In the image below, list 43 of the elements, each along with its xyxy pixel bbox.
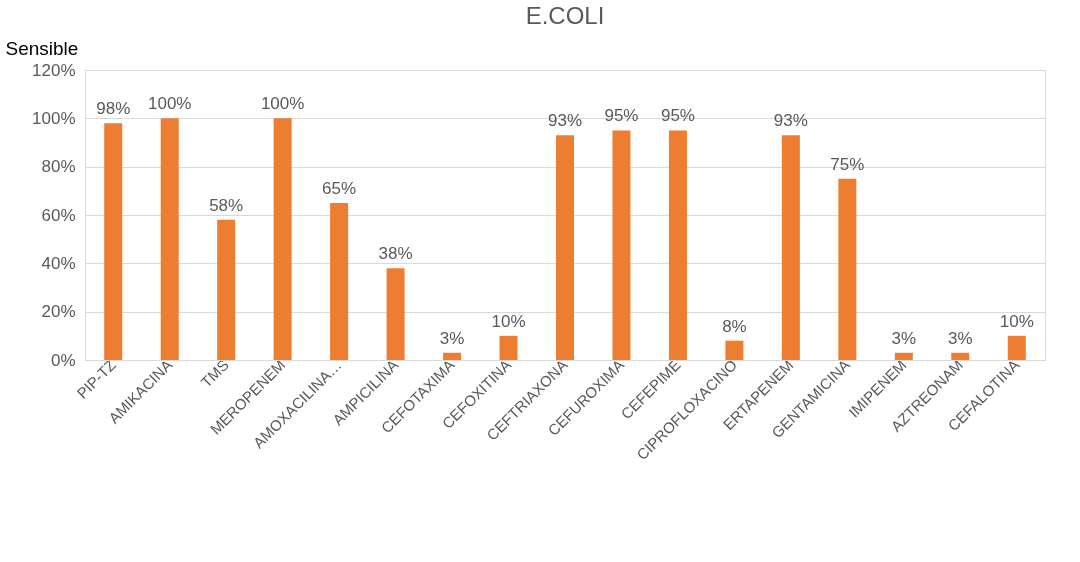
data-label: 65% [322, 178, 357, 198]
y-tick-label: 120% [32, 60, 76, 80]
data-label: 93% [773, 111, 808, 131]
data-label: 3% [439, 328, 465, 348]
bar [217, 219, 236, 360]
bar [725, 340, 744, 360]
bar [386, 268, 405, 360]
bar [160, 118, 179, 360]
bar [612, 130, 631, 360]
data-label: 10% [491, 311, 526, 331]
bar [104, 123, 123, 360]
bar [1007, 335, 1026, 360]
data-label: 98% [96, 99, 131, 119]
y-tick-label: 20% [41, 302, 76, 322]
bar [781, 135, 800, 360]
data-label: 75% [830, 154, 865, 174]
y-tick-label: 40% [41, 253, 76, 273]
bar [330, 202, 349, 360]
data-label: 95% [660, 106, 695, 126]
bar [951, 352, 970, 360]
data-label: 38% [378, 244, 413, 264]
y-tick-label: 80% [41, 157, 76, 177]
bar [838, 178, 857, 360]
data-label: 10% [999, 311, 1034, 331]
data-label: 3% [891, 328, 917, 348]
bar [556, 135, 574, 360]
data-label: 8% [722, 316, 747, 336]
y-tick-label: 100% [32, 108, 76, 128]
y-axis-title: Sensible [5, 37, 79, 59]
data-label: 93% [547, 111, 583, 131]
bar [273, 118, 292, 360]
chart-title: E.COLI [525, 2, 605, 29]
data-label: 95% [604, 106, 639, 126]
bar [894, 352, 913, 360]
data-label: 3% [948, 328, 973, 348]
y-tick-label: 0% [50, 350, 76, 370]
data-label: 100% [147, 94, 192, 114]
bar [668, 130, 687, 360]
y-tick-label: 60% [41, 205, 76, 225]
data-label: 58% [209, 195, 244, 215]
data-label: 100% [260, 94, 305, 114]
bar [443, 352, 462, 360]
bar [499, 335, 518, 360]
